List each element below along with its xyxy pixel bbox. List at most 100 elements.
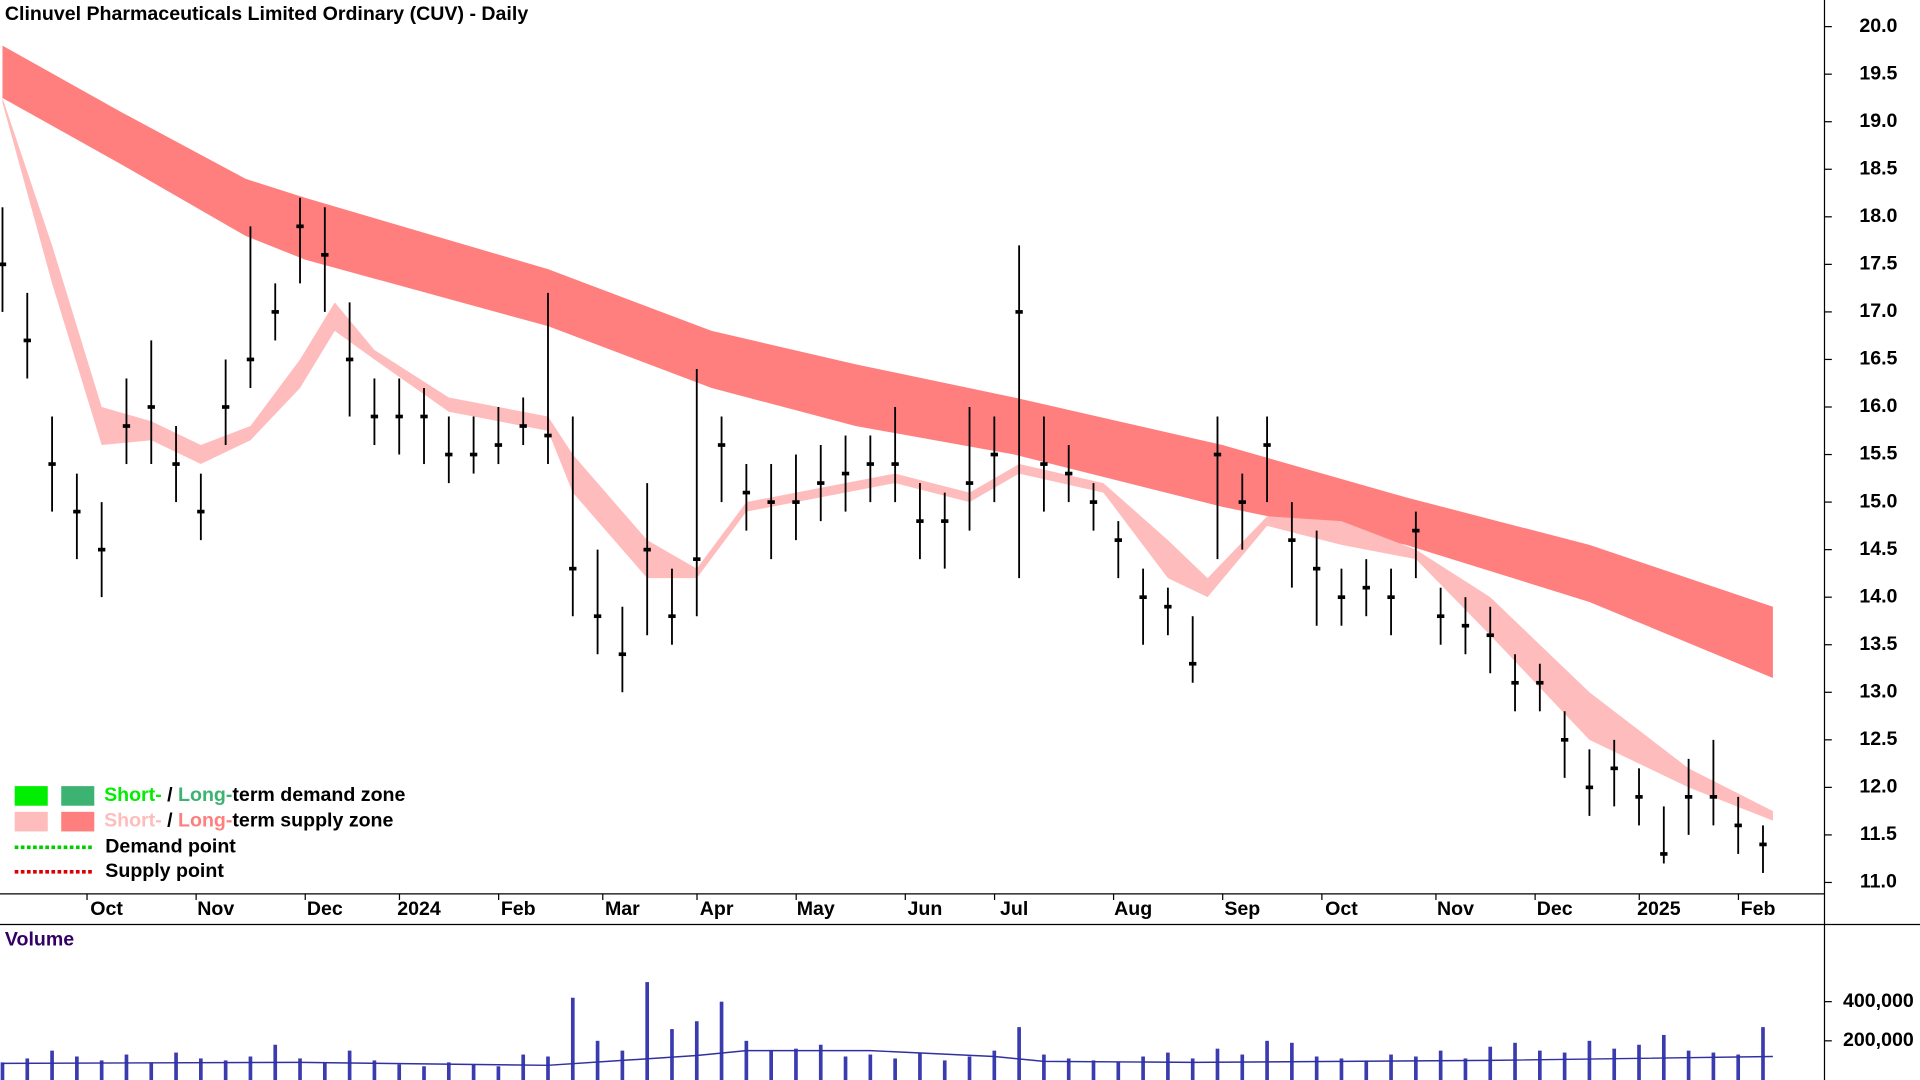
y-tick-label: 17.5 (1859, 253, 1897, 275)
volume-bar (0, 1062, 5, 1080)
volume-bar (397, 1064, 402, 1080)
volume-bar (199, 1058, 203, 1080)
volume-bar (1463, 1058, 1468, 1080)
volume-bar (719, 1001, 724, 1080)
candle-close (73, 509, 81, 514)
candle-close (693, 557, 701, 561)
volume-bar (1389, 1054, 1393, 1080)
x-tick-label: Nov (197, 898, 234, 920)
y-tick-label: 15.0 (1859, 490, 1897, 512)
candle-close (172, 462, 180, 466)
candle-close (519, 424, 527, 428)
candle-close (841, 471, 850, 476)
y-tick-label: 19.5 (1859, 62, 1897, 84)
candle-close (246, 357, 255, 362)
x-tick-label: Aug (1114, 898, 1152, 920)
volume-label: Volume (5, 929, 74, 951)
x-tick-label: Apr (700, 898, 734, 920)
volume-bar (893, 1058, 897, 1080)
volume-bar (818, 1044, 823, 1080)
y-tick-label: 16.5 (1859, 348, 1897, 370)
x-tick-label: Mar (605, 898, 640, 920)
candle-close (48, 462, 56, 466)
candle-close (1040, 462, 1048, 466)
y-tick-label: 19.0 (1859, 110, 1897, 132)
candle-close (97, 547, 106, 552)
volume-bar (446, 1062, 451, 1080)
volume-bar (694, 1021, 699, 1080)
candle-close (1288, 538, 1296, 542)
volume-average (2, 1049, 1773, 1067)
candle-close (23, 338, 31, 343)
volume-bar (868, 1054, 873, 1080)
volume-bar (1711, 1052, 1716, 1080)
volume-bar (1438, 1050, 1443, 1080)
candle-close (345, 357, 354, 362)
x-tick-label: Feb (1741, 898, 1776, 920)
volume-bar (25, 1058, 30, 1080)
volume-tick-label: 400,000 (1843, 990, 1914, 1012)
candle-close (1759, 842, 1767, 847)
y-tick-label: 14.0 (1859, 585, 1897, 607)
volume-bar (918, 1052, 922, 1080)
legend-label: Demand point (105, 836, 236, 858)
legend-label: Supply point (105, 860, 224, 882)
candle-close (1610, 766, 1618, 771)
volume-bar (1215, 1048, 1220, 1080)
volume-bar (298, 1058, 302, 1080)
volume-bar (149, 1062, 154, 1080)
candle-close (469, 452, 478, 457)
volume-bar (1686, 1050, 1691, 1080)
candle-close (817, 481, 825, 485)
candle-close (569, 566, 577, 571)
volume-bar (347, 1050, 352, 1080)
candle-close (1536, 680, 1544, 685)
candle-close (891, 462, 899, 466)
candle-close (1114, 538, 1122, 542)
candle-close (1709, 795, 1718, 799)
volume-bar (1364, 1060, 1369, 1080)
volume-bar (794, 1048, 798, 1080)
candle-close (1337, 595, 1346, 600)
volume-bar (223, 1060, 228, 1080)
candle-close (1312, 566, 1321, 571)
candle-close (618, 652, 627, 657)
candle-close (445, 452, 453, 457)
candle-close (1436, 614, 1445, 619)
volume-bar (1587, 1040, 1592, 1080)
x-tick-label: Oct (90, 898, 123, 920)
volume-bar (1736, 1054, 1741, 1080)
volume-bar (1314, 1056, 1319, 1080)
candle-close (1461, 623, 1470, 628)
volume-bar (471, 1064, 476, 1080)
y-tick-label: 17.0 (1859, 300, 1897, 322)
candle-close (941, 519, 949, 523)
candle-close (767, 500, 775, 504)
volume-bar (1116, 1062, 1121, 1080)
volume-bar (942, 1060, 947, 1080)
volume-bar (322, 1062, 327, 1080)
y-tick-label: 16.0 (1859, 395, 1897, 417)
candle-close (593, 614, 602, 619)
candle-close (1238, 500, 1246, 504)
volume-tick-label: 200,000 (1843, 1029, 1914, 1051)
candle-close (1412, 528, 1420, 533)
x-tick-label: Dec (307, 898, 343, 920)
volume-bar (174, 1052, 178, 1080)
y-tick-label: 13.0 (1859, 680, 1897, 702)
candle-close (1511, 680, 1519, 685)
candle-close (1015, 310, 1023, 314)
y-tick-label: 20.0 (1859, 15, 1897, 37)
candle-close (494, 443, 503, 447)
legend-short: Short- (104, 810, 162, 832)
volume-bar (50, 1050, 54, 1080)
candle-close (990, 452, 998, 457)
candle-close (370, 414, 379, 419)
legend-swatch (61, 786, 95, 806)
candle-close (0, 262, 7, 267)
y-tick-label: 11.5 (1860, 823, 1897, 845)
x-tick-label: Oct (1325, 898, 1358, 920)
candle-close (544, 433, 552, 438)
x-tick-label: Feb (501, 898, 536, 920)
candle-close (866, 462, 875, 466)
